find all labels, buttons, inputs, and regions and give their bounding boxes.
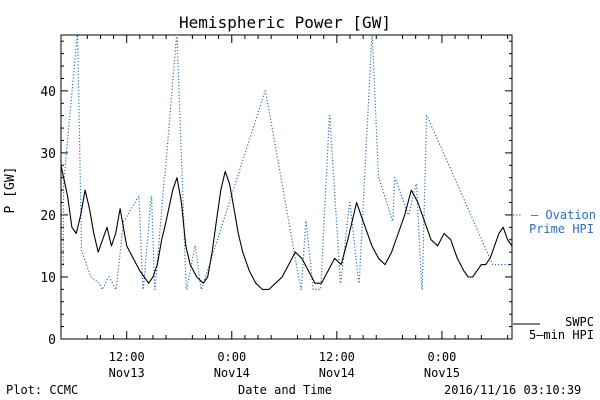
x-tick-time-label: 0:00 — [427, 350, 456, 364]
series-layer — [61, 35, 512, 290]
x-axis-ticks: 12:00 Nov13 0:00 Nov14 12:00 Nov14 0:00 Nov15 — [60, 35, 509, 380]
series-line-swpc-5min-hpi — [61, 165, 512, 290]
x-axis-label: Date and Time — [238, 383, 332, 397]
y-tick-label: 10 — [40, 271, 56, 286]
plot-credit: Plot: CCMC — [6, 383, 79, 397]
chart-title: Hemispheric Power [GW] — [179, 13, 391, 32]
legend-swpc-label: SWPC — [565, 315, 594, 329]
x-tick-day-label: Nov15 — [424, 366, 460, 380]
y-axis-label: P [GW] — [3, 167, 18, 214]
plot-area-frame — [60, 34, 513, 340]
x-tick-time-label: 12:00 — [109, 350, 145, 364]
y-tick-label: 20 — [40, 209, 56, 224]
legend-ovation-label-2: Prime HPI — [529, 222, 594, 236]
x-tick-day-label: Nov14 — [319, 366, 355, 380]
y-tick-label: 40 — [40, 85, 56, 100]
y-tick-label: 0 — [48, 333, 56, 348]
legend-ovation-label: — Ovation — [531, 208, 596, 222]
x-tick-time-label: 0:00 — [217, 350, 246, 364]
x-tick-day-label: Nov13 — [109, 366, 145, 380]
y-tick-label: 30 — [40, 147, 56, 162]
timestamp: 2016/11/16 03:10:39 — [444, 383, 582, 397]
x-tick-time-label: 12:00 — [319, 350, 355, 364]
series-line-ovation-prime-hpi — [61, 35, 512, 290]
x-tick-day-label: Nov14 — [214, 366, 250, 380]
y-axis-ticks: 0 10 20 30 40 — [40, 40, 512, 348]
legend-swpc-label-2: 5—min HPI — [529, 328, 594, 342]
